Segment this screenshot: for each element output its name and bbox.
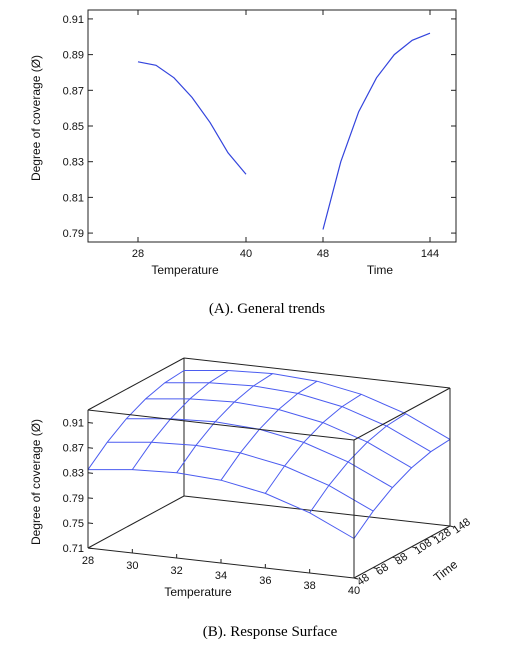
x-axis-ticks: 28 30 32 34 36 38 40 [82,544,360,597]
y-tick-label: 0.81 [63,192,84,204]
x-axis-ticks: 28 40 48 144 [132,10,439,260]
box-edge [87,409,355,441]
y-axis-ticks: 0.79 0.81 0.83 0.85 0.87 0.89 0.91 [63,14,456,240]
series-line-temperature [137,61,247,175]
general-trends-chart: 0.79 0.81 0.83 0.85 0.87 0.89 0.91 28 40 48 144 D… [29,9,457,277]
surface-mesh [87,370,451,539]
y-tick-label: 68 [374,561,391,578]
response-surface-chart: 0.710.750.790.830.870.91 28 30 32 34 36 38 40 … [29,357,473,599]
plot-frame [87,9,457,243]
surface-line-temperature [220,380,318,481]
y-tick-label: 88 [393,551,410,568]
surface-line-temperature [176,373,273,473]
surface-line-temperature [309,413,406,514]
y-tick-mark [449,525,455,528]
x-tick-label: 34 [215,570,227,582]
y-axis-label: Degree of coverage (Ø) [29,55,43,181]
y-tick-mark [373,567,378,570]
surface-line-temperature [87,370,185,470]
y-tick-label: 148 [451,516,473,536]
box-frame-back [87,357,451,549]
y-tick-label: 48 [355,572,372,589]
y-tick-mark [353,577,359,580]
y-tick-label: 108 [412,537,434,557]
box-edge [183,495,451,527]
box-frame-front [87,387,451,579]
x-tick-label: 28 [82,555,94,567]
x-tick-label: 40 [240,248,252,260]
surface-line-temperature [131,370,229,470]
box-edge [87,495,185,549]
y-tick-label: 0.89 [63,50,84,62]
x-tick-label: 36 [259,575,271,587]
z-tick-label: 0.91 [63,418,84,430]
series-lines [137,32,431,230]
caption-general-trends: (A). General trends [209,301,325,317]
z-tick-label: 0.75 [63,518,84,530]
y-tick-label: 0.83 [63,157,84,169]
box-edge [183,357,451,389]
surface-line-temperature [264,393,362,494]
y-tick-mark [392,556,397,559]
y-tick-label: 0.79 [63,228,84,240]
box-edge [87,357,185,411]
z-tick-mark [87,497,94,499]
box-edge [353,525,451,579]
y-tick-mark [411,546,416,549]
z-tick-mark [87,472,94,474]
x-axis-label: Temperature [164,585,232,599]
x-tick-label: 38 [304,580,316,592]
x-tick-label: 144 [421,248,439,260]
x-tick-label: 30 [126,560,138,572]
series-line-time [322,32,431,230]
z-tick-label: 0.83 [63,468,84,480]
surface-line-temperature [353,438,451,539]
y-tick-mark [430,535,435,538]
y-tick-label: 128 [432,526,454,546]
x-tick-label: 48 [317,248,329,260]
z-axis-label: Degree of coverage (Ø) [29,419,43,545]
z-tick-mark [87,422,94,424]
z-tick-mark [87,547,94,550]
z-tick-mark [87,447,94,449]
y-tick-label: 0.85 [63,121,84,133]
x-tick-label: 40 [348,585,360,597]
x-axis-label-temperature: Temperature [151,263,219,277]
z-tick-label: 0.87 [63,443,84,455]
box-edge [353,387,451,441]
z-tick-mark [87,522,94,525]
x-axis-label-time: Time [367,263,394,277]
z-tick-label: 0.79 [63,493,84,505]
y-axis-label: Time [431,557,461,584]
y-tick-label: 0.87 [63,85,84,97]
x-tick-label: 32 [171,565,183,577]
y-tick-label: 0.91 [63,14,84,26]
z-tick-label: 0.71 [63,543,84,555]
z-axis-ticks: 0.71 0.75 0.79 0.83 0.87 0.91 [63,418,94,555]
x-tick-label: 28 [132,248,144,260]
caption-response-surface: (B). Response Surface [203,624,338,640]
